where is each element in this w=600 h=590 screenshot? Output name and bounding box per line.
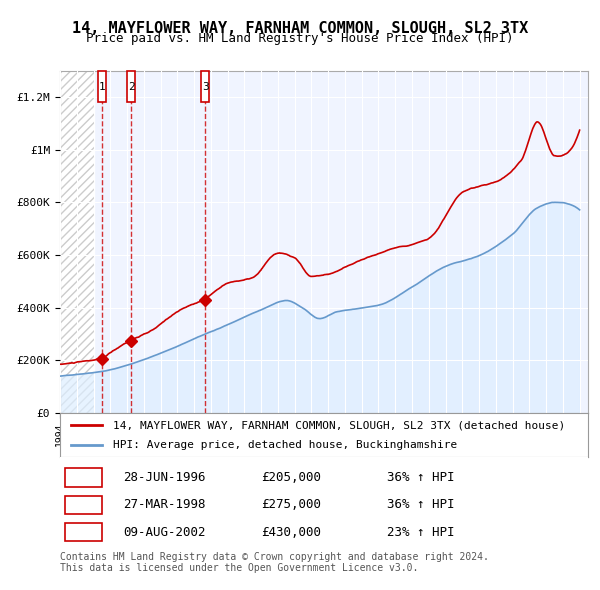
FancyBboxPatch shape bbox=[201, 71, 209, 103]
FancyBboxPatch shape bbox=[65, 523, 102, 542]
Text: 27-MAR-1998: 27-MAR-1998 bbox=[124, 499, 206, 512]
Text: 3: 3 bbox=[80, 526, 88, 539]
Text: 36% ↑ HPI: 36% ↑ HPI bbox=[388, 471, 455, 484]
Text: £275,000: £275,000 bbox=[260, 499, 320, 512]
Text: 14, MAYFLOWER WAY, FARNHAM COMMON, SLOUGH, SL2 3TX (detached house): 14, MAYFLOWER WAY, FARNHAM COMMON, SLOUG… bbox=[113, 421, 565, 430]
Text: 09-AUG-2002: 09-AUG-2002 bbox=[124, 526, 206, 539]
FancyBboxPatch shape bbox=[127, 71, 136, 103]
Text: 23% ↑ HPI: 23% ↑ HPI bbox=[388, 526, 455, 539]
Text: Contains HM Land Registry data © Crown copyright and database right 2024.
This d: Contains HM Land Registry data © Crown c… bbox=[60, 552, 489, 573]
FancyBboxPatch shape bbox=[65, 496, 102, 514]
FancyBboxPatch shape bbox=[98, 71, 106, 103]
Text: Price paid vs. HM Land Registry's House Price Index (HPI): Price paid vs. HM Land Registry's House … bbox=[86, 32, 514, 45]
Text: 1: 1 bbox=[80, 471, 88, 484]
Text: 2: 2 bbox=[128, 81, 134, 91]
Text: 28-JUN-1996: 28-JUN-1996 bbox=[124, 471, 206, 484]
Text: 14, MAYFLOWER WAY, FARNHAM COMMON, SLOUGH, SL2 3TX: 14, MAYFLOWER WAY, FARNHAM COMMON, SLOUG… bbox=[72, 21, 528, 35]
Text: 1: 1 bbox=[98, 81, 105, 91]
Text: 36% ↑ HPI: 36% ↑ HPI bbox=[388, 499, 455, 512]
Text: HPI: Average price, detached house, Buckinghamshire: HPI: Average price, detached house, Buck… bbox=[113, 440, 457, 450]
Text: 3: 3 bbox=[202, 81, 209, 91]
Text: 2: 2 bbox=[80, 499, 88, 512]
Bar bbox=[60, 71, 94, 413]
Text: £430,000: £430,000 bbox=[260, 526, 320, 539]
Bar bbox=[60, 71, 94, 413]
FancyBboxPatch shape bbox=[65, 468, 102, 487]
Text: £205,000: £205,000 bbox=[260, 471, 320, 484]
